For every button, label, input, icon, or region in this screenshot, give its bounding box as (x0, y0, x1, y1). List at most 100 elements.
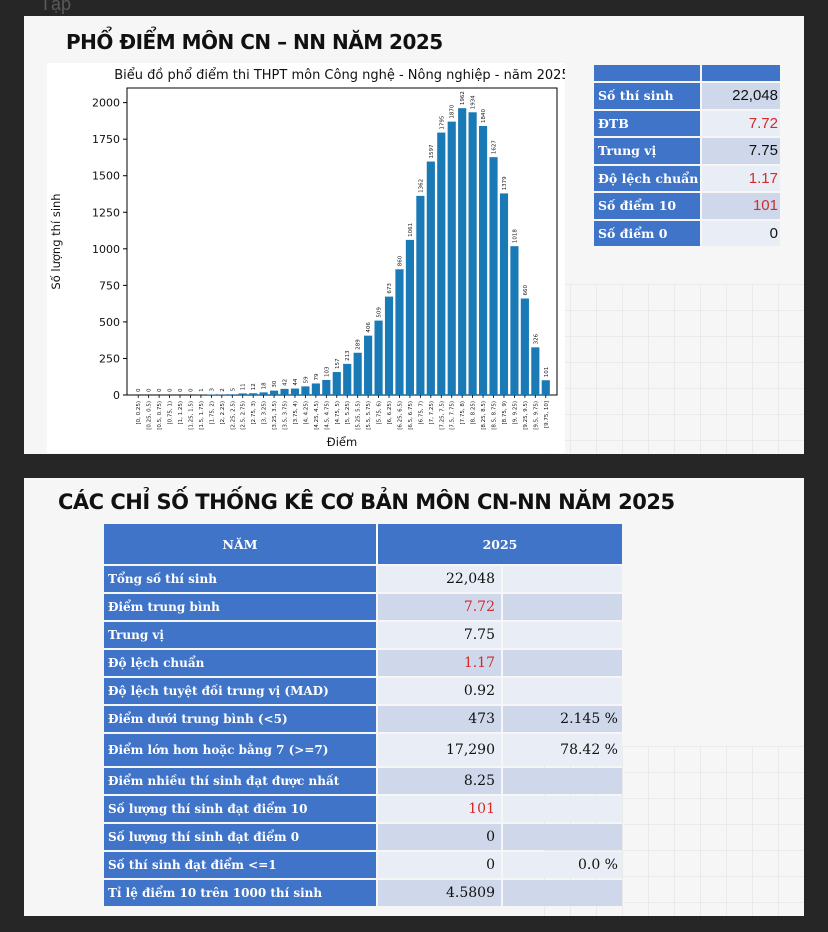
bar-value-label: 509 (377, 307, 383, 318)
plot-frame (126, 87, 558, 396)
statistics-row: Tổng số thí sinh 22,048 (104, 566, 622, 592)
bar-value-label: 0 (188, 388, 194, 392)
histogram-bar (353, 352, 362, 395)
chart-title: Biểu đồ phổ điểm thi THPT môn Công nghệ … (114, 68, 565, 83)
bar-value-label: 1840 (481, 109, 487, 123)
summary-stats-header (594, 65, 782, 81)
statistics-table-header: NĂM 2025 (104, 524, 622, 564)
bar-value-label: 59 (303, 376, 309, 383)
distribution-panel: PHỔ ĐIỂM MÔN CN – NN NĂM 2025 Biểu đồ ph… (24, 16, 804, 454)
x-tick-label: [6.25, 6.5) (397, 401, 403, 430)
bar-value-label: 2 (220, 388, 226, 392)
x-tick-label: [0.25, 0.5) (147, 401, 153, 430)
y-tick-label: 1250 (92, 206, 120, 219)
histogram-bar (322, 379, 331, 395)
x-tick-label: [2.25, 2.5) (230, 401, 236, 430)
bar-value-label: 660 (523, 285, 529, 296)
statistics-panel: CÁC CHỈ SỐ THỐNG KÊ CƠ BẢN MÔN CN-NN NĂM… (24, 478, 804, 916)
histogram-bar (269, 390, 279, 395)
bar-value-label: 0 (178, 388, 184, 392)
histogram-bar (416, 195, 425, 395)
x-tick-label: [1.75, 2) (209, 401, 215, 425)
x-tick-label: [2, 2.25) (220, 401, 226, 425)
histogram-bar (290, 388, 300, 395)
bar-value-label: 42 (283, 379, 289, 386)
statistic-label: Điểm dưới trung bình (<5) (104, 706, 376, 732)
panel-title: PHỔ ĐIỂM MÔN CN – NN NĂM 2025 (66, 30, 443, 54)
statistic-label: Trung vị (104, 622, 376, 648)
x-tick-label: [9, 9.25) (512, 401, 518, 425)
statistic-label: Tỉ lệ điểm 10 trên 1000 thí sinh (104, 880, 376, 906)
statistic-percent (503, 594, 622, 620)
y-tick-label: 1000 (92, 243, 120, 256)
statistic-value: 1.17 (378, 650, 501, 676)
histogram-bar (468, 112, 477, 395)
y-axis-label: Số lượng thí sinh (49, 193, 63, 289)
statistic-percent (503, 650, 622, 676)
bar-value-label: 406 (366, 322, 372, 333)
statistic-label: Điểm lớn hơn hoặc bằng 7 (>=7) (104, 734, 376, 766)
bar-value-label: 1061 (408, 223, 414, 237)
histogram-bar (531, 347, 540, 395)
histogram-bar (311, 383, 320, 395)
summary-stats-row: ĐTB 7.72 (594, 109, 782, 136)
statistic-percent (503, 824, 622, 850)
x-tick-label: [2.75, 3) (251, 401, 257, 425)
statistic-value: 101 (378, 796, 501, 822)
histogram-bar (458, 108, 467, 395)
panel-title: CÁC CHỈ SỐ THỐNG KÊ CƠ BẢN MÔN CN-NN NĂM… (58, 490, 675, 514)
statistic-percent (503, 796, 622, 822)
y-tick-label: 500 (99, 316, 120, 329)
statistic-value: 17,290 (378, 734, 501, 766)
bar-value-label: 30 (272, 380, 278, 387)
x-tick-label: [8.75, 9) (502, 401, 508, 425)
stat-label: Số điểm 10 (594, 193, 700, 219)
x-tick-label: [8.5, 8.75) (492, 401, 498, 430)
histogram-bar (364, 335, 373, 395)
x-tick-label: [7.5, 7.75) (450, 401, 456, 430)
x-tick-label: [6.75, 7) (418, 401, 424, 425)
statistic-value: 0.92 (378, 678, 501, 704)
histogram-bar (228, 394, 237, 395)
x-tick-label: [5.25, 5.5) (356, 401, 362, 430)
bar-value-label: 326 (533, 333, 539, 344)
statistic-value: 7.72 (378, 594, 501, 620)
y-tick-label: 0 (113, 389, 120, 402)
stat-value: 7.72 (702, 110, 780, 136)
background-grid-decoration (544, 284, 804, 454)
bar-value-label: 18 (262, 382, 268, 389)
bar-value-label: 1597 (429, 144, 435, 158)
stat-label: Số thí sinh (594, 83, 700, 109)
bar-value-label: 860 (397, 255, 403, 266)
bar-value-label: 0 (168, 388, 174, 392)
statistic-value: 0 (378, 824, 501, 850)
statistic-label: Độ lệch tuyệt đối trung vị (MAD) (104, 678, 376, 704)
x-tick-label: [6, 6.25) (387, 401, 393, 425)
x-tick-label: [0.75, 1) (168, 401, 174, 425)
histogram-bar (447, 121, 456, 395)
bar-value-label: 0 (157, 388, 163, 392)
x-tick-label: [6.5, 6.75) (408, 401, 414, 430)
bar-value-label: 1870 (450, 104, 456, 118)
x-tick-label: [4.5, 4.75) (324, 401, 330, 430)
x-tick-label: [4.25, 4.5) (314, 401, 320, 430)
x-tick-label: [5, 5.25) (345, 401, 351, 425)
x-tick-label: [9.75, 10] (544, 401, 550, 428)
statistics-row: Tỉ lệ điểm 10 trên 1000 thí sinh 4.5809 (104, 880, 622, 906)
statistic-label: Điểm nhiều thí sinh đạt được nhất (104, 768, 376, 794)
statistic-label: Tổng số thí sinh (104, 566, 376, 592)
histogram-bar (374, 320, 383, 395)
statistic-value: 4.5809 (378, 880, 501, 906)
statistics-row: Điểm nhiều thí sinh đạt được nhất 8.25 (104, 768, 622, 794)
stat-label: Độ lệch chuẩn (594, 165, 700, 191)
x-tick-label: [5.5, 5.75) (366, 401, 372, 430)
histogram-bar (343, 363, 352, 395)
histogram-bar (395, 269, 404, 395)
statistic-value: 7.75 (378, 622, 501, 648)
bar-value-label: 1962 (460, 91, 466, 105)
statistic-label: Số lượng thí sinh đạt điểm 10 (104, 796, 376, 822)
stat-label: Số điểm 0 (594, 220, 700, 246)
histogram-chart: Biểu đồ phổ điểm thi THPT môn Công nghệ … (47, 63, 565, 453)
bar-value-label: 157 (335, 358, 341, 369)
statistic-percent (503, 768, 622, 794)
